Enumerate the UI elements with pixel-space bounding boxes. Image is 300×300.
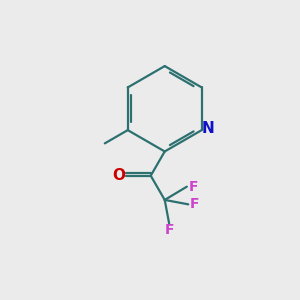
- Text: F: F: [188, 180, 198, 194]
- Text: N: N: [202, 121, 214, 136]
- Text: O: O: [112, 168, 125, 183]
- Text: F: F: [190, 197, 200, 211]
- Text: F: F: [164, 223, 174, 237]
